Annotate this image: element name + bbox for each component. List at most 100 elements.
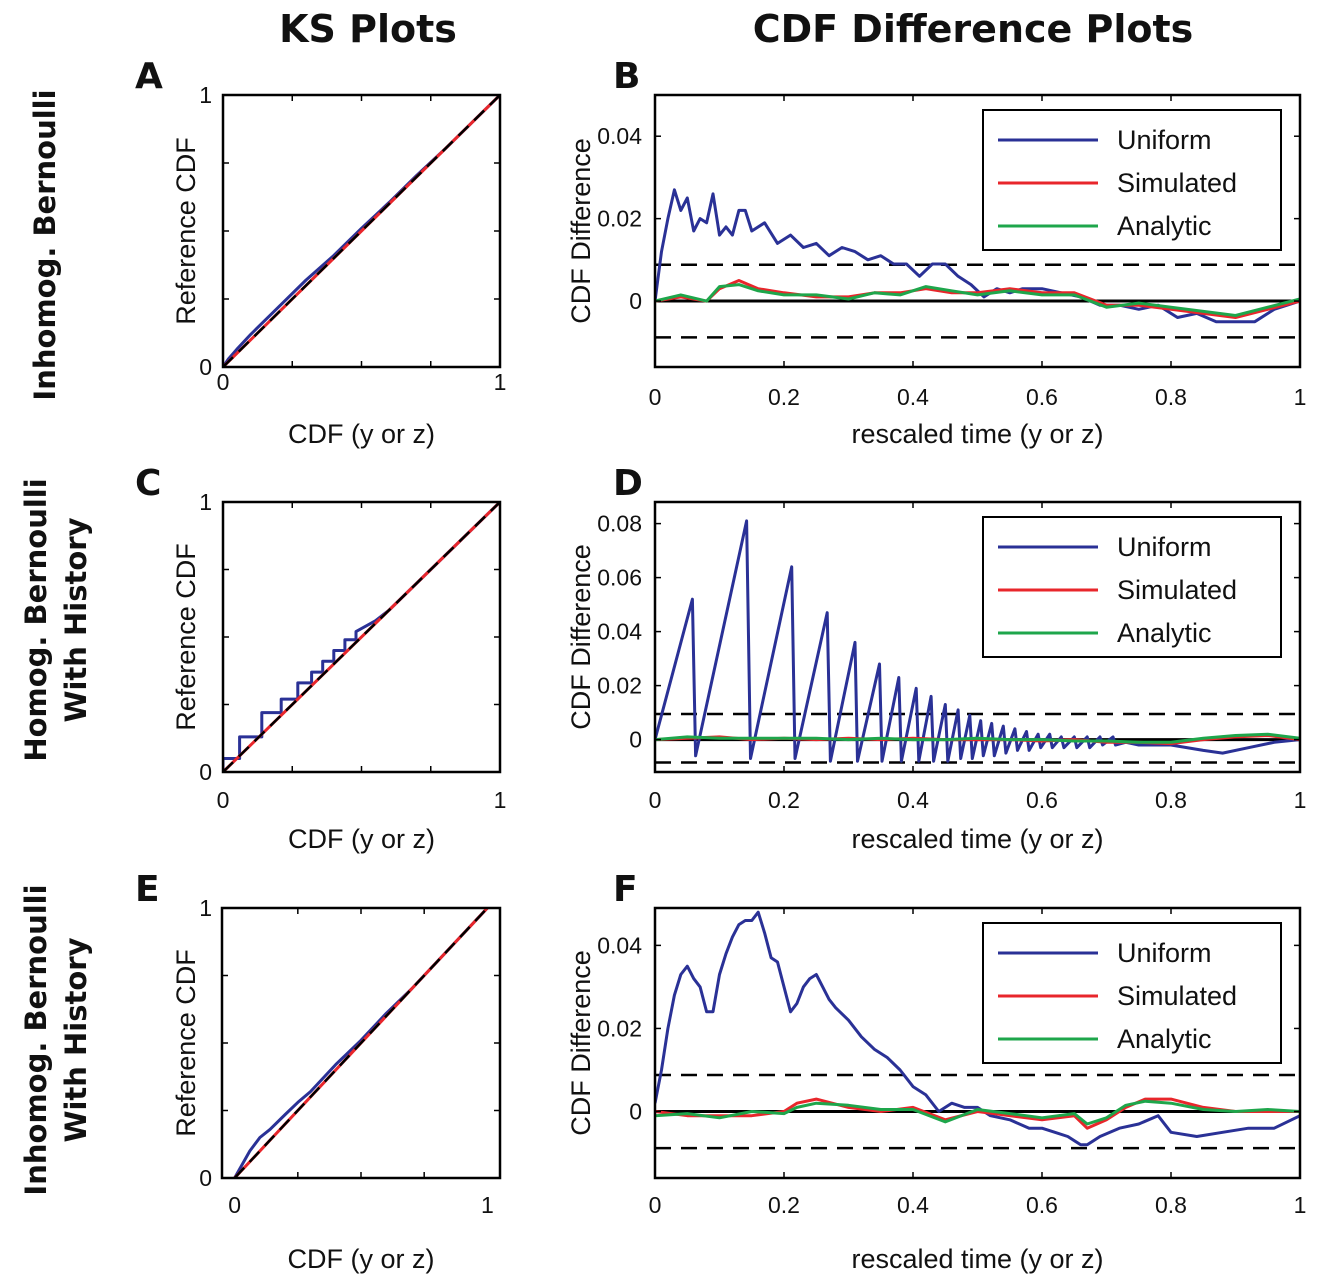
uniform-line: [655, 188, 1300, 324]
plot-area: [655, 910, 1300, 1150]
model-line: [223, 95, 500, 367]
x-tick-label: 1: [494, 369, 507, 395]
panel-label-b: B: [613, 56, 640, 97]
y-tick-label: 0.02: [597, 206, 642, 232]
axes-frame: [221, 93, 502, 369]
header-ks-plots: KS Plots: [279, 7, 457, 51]
x-tick-label: 1: [1294, 787, 1307, 813]
y-tick-label: 0: [199, 1165, 212, 1191]
x-tick-label: 0: [649, 384, 662, 410]
y-axis-label-group: Reference CDF: [171, 949, 201, 1137]
axes-frame: [220, 906, 502, 1180]
y-tick-label: 0: [199, 759, 212, 785]
plot-area: [655, 519, 1300, 764]
x-tick-label: 0.6: [1026, 1192, 1058, 1218]
y-tick-label: 0: [629, 288, 642, 314]
plot-area: [223, 95, 500, 367]
panel-label-a: A: [135, 56, 163, 97]
y-axis-label: Reference CDF: [171, 137, 201, 325]
x-axis-label: CDF (y or z): [288, 824, 435, 854]
x-tick-label: 0.4: [897, 384, 929, 410]
analytic-line: [655, 283, 1300, 317]
y-tick-label: 0: [199, 354, 212, 380]
panel-a: A 0 1 0 1 CDF (y or z) Reference CDF: [135, 56, 506, 449]
panels: A 0 1 0 1 CDF (y or z) Reference CDF B 0 0.2 0.4 0.…: [135, 56, 1306, 1274]
y-axis-label-group: CDF Difference: [566, 950, 596, 1136]
legend-label-simulated: Simulated: [1117, 168, 1237, 198]
y-tick-label: 0.06: [597, 565, 642, 591]
header-cdf-difference-plots: CDF Difference Plots: [753, 7, 1194, 51]
panel-label-f: F: [613, 869, 638, 910]
x-tick-label: 0.2: [768, 1192, 800, 1218]
simulated-line: [655, 279, 1300, 319]
y-tick-label: 0.02: [597, 673, 642, 699]
y-axis-label: Reference CDF: [171, 543, 201, 731]
simulated-line: [655, 1097, 1300, 1130]
panel-c: C 0 1 0 1 CDF (y or z) Reference CDF: [135, 463, 506, 854]
panel-label-c: C: [135, 463, 161, 504]
y-axis-label-group: CDF Difference: [566, 544, 596, 730]
plot-area: [655, 188, 1300, 339]
x-tick-label: 0: [649, 787, 662, 813]
axes-frame: [221, 500, 502, 774]
x-tick-label: 0.6: [1026, 384, 1058, 410]
y-axis-label-group: Reference CDF: [171, 137, 201, 325]
row-label-1-line-1: Inhomog. Bernoulli: [28, 89, 62, 400]
axes-frame: [653, 93, 1302, 369]
legend: Uniform Simulated Analytic: [982, 516, 1282, 658]
axes-frame: [653, 906, 1302, 1180]
y-axis-label: CDF Difference: [566, 138, 596, 324]
y-axis-label-group: Reference CDF: [171, 543, 201, 731]
x-tick-label: 1: [481, 1192, 494, 1218]
analytic-line: [655, 1099, 1300, 1126]
y-tick-label: 0: [629, 1099, 642, 1125]
y-tick-label: 1: [199, 489, 212, 515]
legend-label-uniform: Uniform: [1117, 938, 1212, 968]
panel-label-d: D: [613, 463, 643, 504]
row-label-3-line-2: With History: [59, 937, 93, 1142]
x-tick-label: 0.2: [768, 384, 800, 410]
y-tick-label: 1: [199, 895, 212, 921]
x-axis-label: CDF (y or z): [288, 419, 435, 449]
panel-f: F 0 0.2 0.4 0.6 0.8 1 0 0.02 0.04 rescaled time (y…: [566, 869, 1306, 1274]
panel-e: E 0 1 0 1 CDF (y or z) Reference CDF: [135, 869, 502, 1274]
y-tick-label: 0.04: [597, 932, 642, 958]
legend-label-analytic: Analytic: [1117, 211, 1212, 241]
y-tick-label: 0: [629, 727, 642, 753]
plot-area: [223, 502, 500, 772]
y-tick-label: 0.08: [597, 511, 642, 537]
x-tick-label: 0.8: [1155, 787, 1187, 813]
panel-d: D 0 0.2 0.4 0.6 0.8 1 0 0.02 0.04 0.06 0.08 rescaled…: [566, 463, 1306, 854]
legend: Uniform Simulated Analytic: [982, 922, 1282, 1064]
uniform-line: [655, 910, 1300, 1147]
axes-frame: [653, 500, 1302, 774]
panel-label-e: E: [135, 869, 160, 910]
x-tick-label: 0.4: [897, 787, 929, 813]
analytic-line: [655, 732, 1300, 744]
reference-diagonal-line: [233, 908, 489, 1178]
legend-label-analytic: Analytic: [1117, 1024, 1212, 1054]
x-tick-label: 0: [217, 369, 230, 395]
legend: Uniform Simulated Analytic: [982, 109, 1282, 251]
model-line: [223, 502, 500, 772]
x-tick-label: 0: [228, 1192, 241, 1218]
row-label-2-line-1: Homog. Bernoulli: [19, 478, 53, 761]
row-label-2-line-2: With History: [59, 517, 93, 722]
legend-label-simulated: Simulated: [1117, 981, 1237, 1011]
y-axis-label: CDF Difference: [566, 950, 596, 1136]
x-tick-label: 0.6: [1026, 787, 1058, 813]
x-tick-label: 1: [494, 787, 507, 813]
x-tick-label: 0.2: [768, 787, 800, 813]
legend-label-analytic: Analytic: [1117, 618, 1212, 648]
x-tick-label: 0.4: [897, 1192, 929, 1218]
uniform-line: [655, 519, 1300, 763]
row-label-3-line-1: Inhomog. Bernoulli: [19, 884, 53, 1195]
y-tick-label: 0.02: [597, 1015, 642, 1041]
legend-label-simulated: Simulated: [1117, 575, 1237, 605]
y-tick-label: 0.04: [597, 619, 642, 645]
plot-area: [233, 908, 489, 1178]
x-tick-label: 1: [1294, 384, 1307, 410]
x-axis-label: rescaled time (y or z): [851, 419, 1103, 449]
y-axis-label: CDF Difference: [566, 544, 596, 730]
